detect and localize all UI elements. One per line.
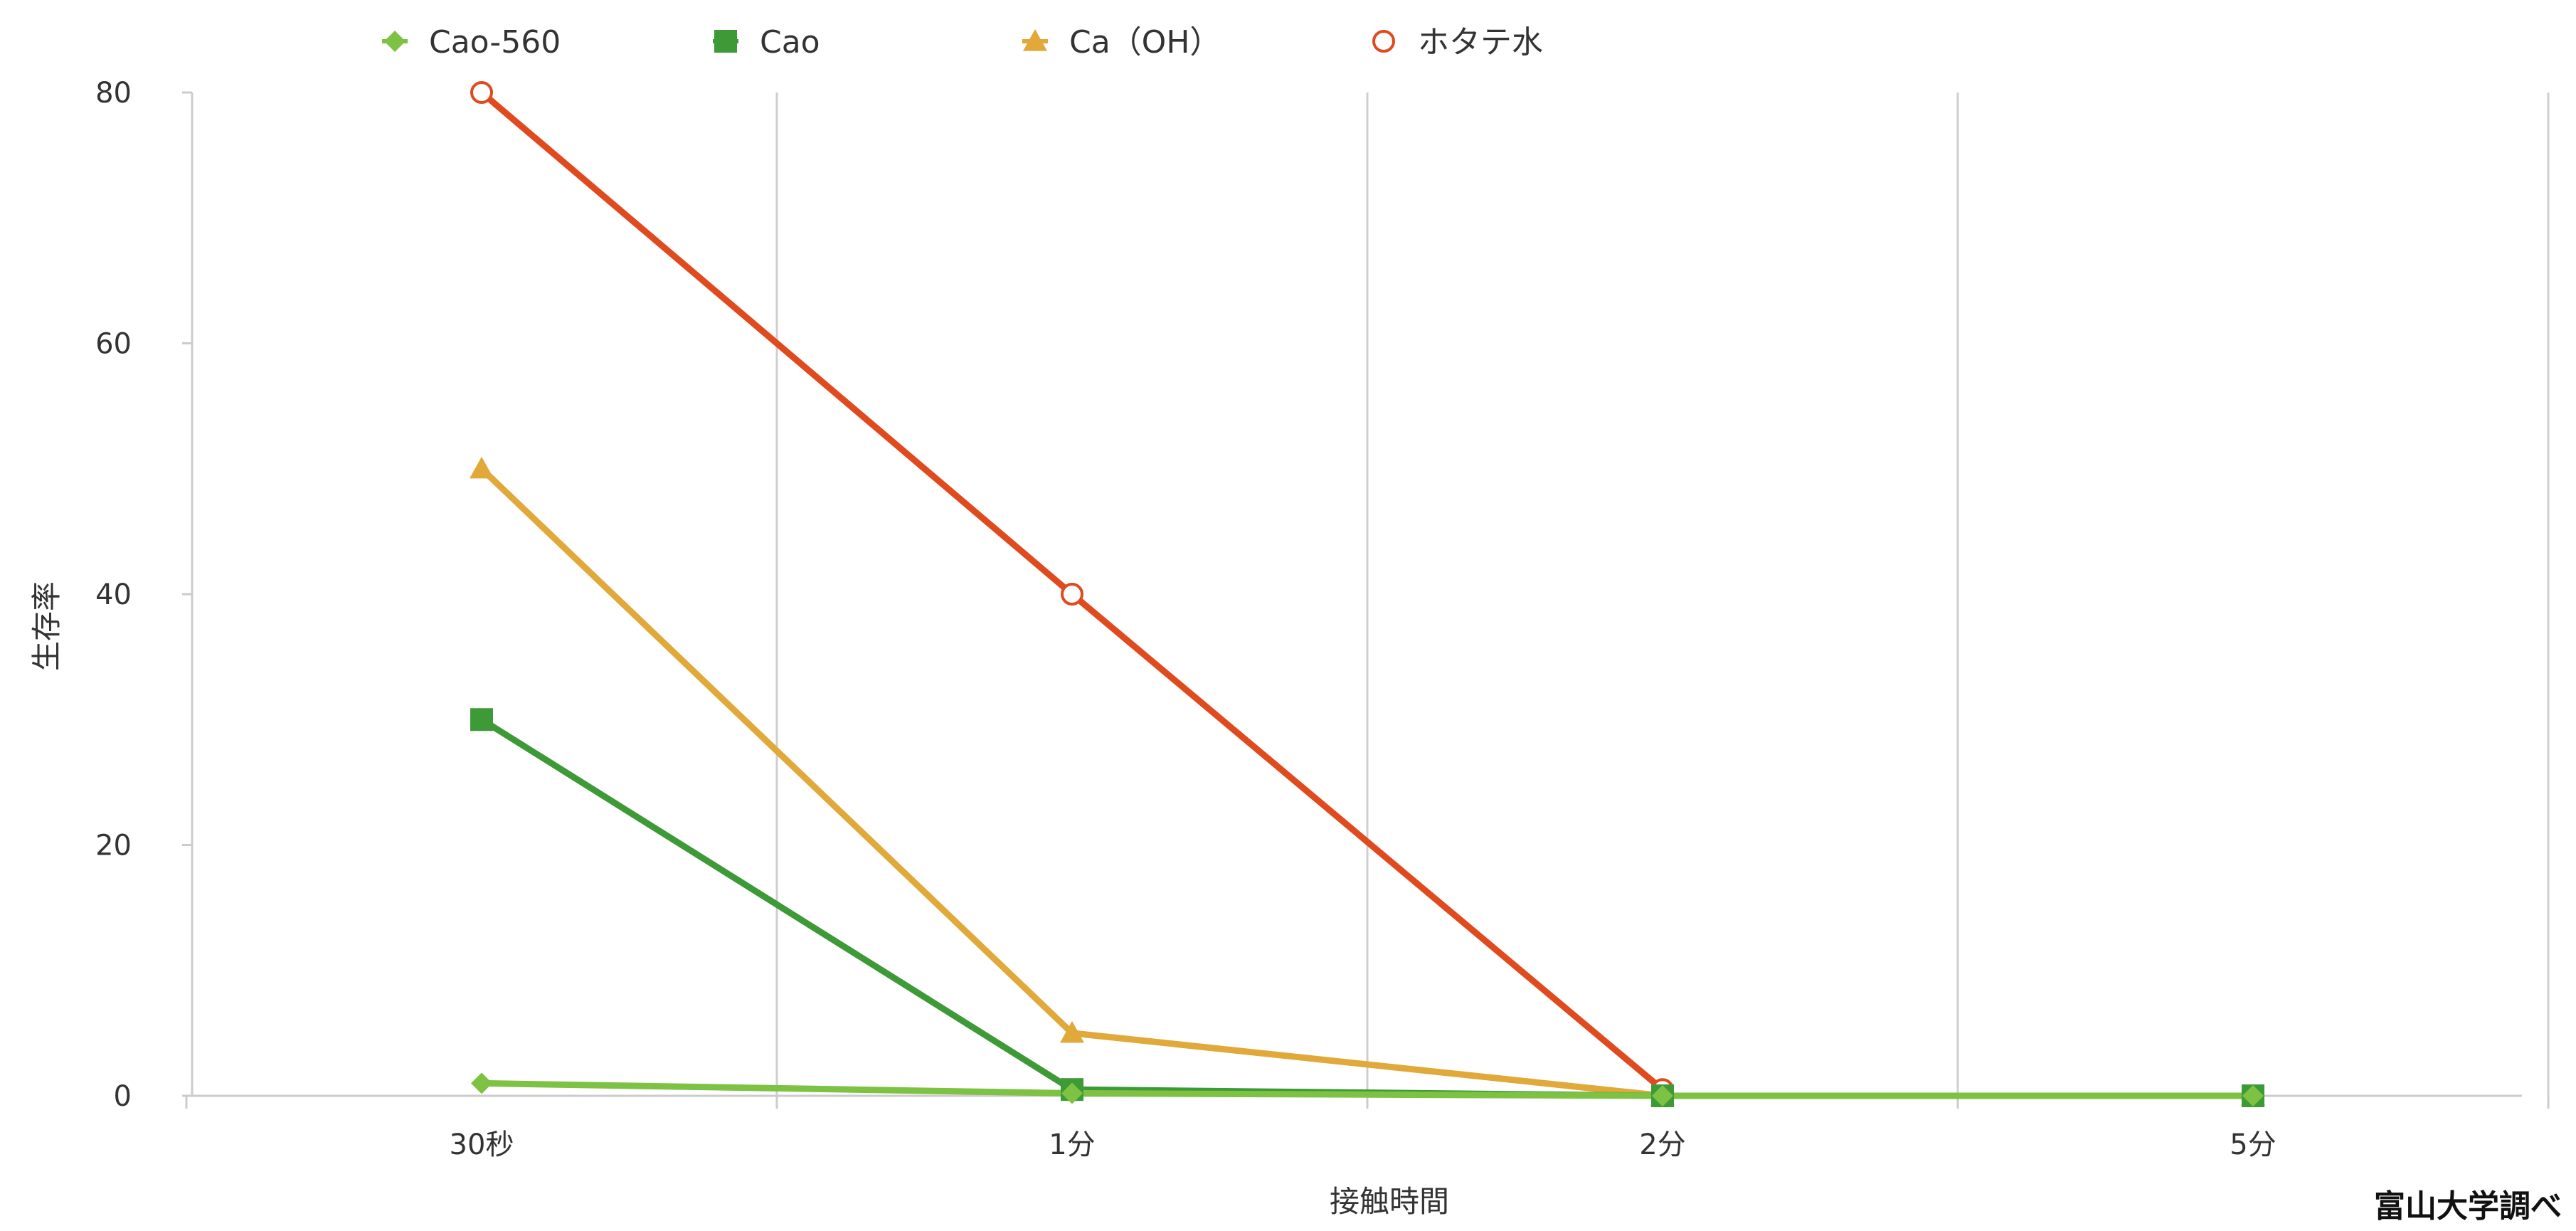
legend-marker — [1023, 29, 1047, 51]
legend: Cao-560 Cao Ca（OH） ホタテ水 — [382, 24, 1543, 60]
y-axis-title: 生存率 — [29, 581, 64, 671]
series-point — [2242, 1085, 2264, 1106]
y-tick-label: 60 — [95, 328, 132, 361]
x-tick-label: 2分 — [1639, 1129, 1685, 1161]
y-tick-label: 20 — [95, 830, 132, 862]
axes — [191, 93, 2522, 1097]
legend-marker — [1372, 30, 1395, 53]
series-line — [478, 1079, 2257, 1099]
series-markers — [470, 81, 2265, 1107]
plot-area: 0 20 40 60 80 30秒 1分 2分 5分 — [95, 77, 2550, 1161]
x-tick-labels: 30秒 1分 2分 5分 — [185, 1096, 2550, 1161]
legend-label: Cao-560 — [429, 24, 561, 60]
y-tick-label: 80 — [95, 77, 132, 110]
series-point — [1061, 583, 1083, 606]
x-axis-title: 接触時間 — [1330, 1184, 1449, 1219]
series-point — [470, 456, 494, 479]
series-point — [470, 81, 493, 104]
series-point — [1652, 1085, 1673, 1106]
series-point — [1060, 1020, 1084, 1043]
source-note: 富山大学調べ — [2374, 1188, 2562, 1225]
y-tick-label: 0 — [114, 1080, 132, 1113]
legend-label: ホタテ水 — [1418, 24, 1543, 60]
legend-marker — [384, 31, 406, 52]
x-tick-label: 5分 — [2230, 1129, 2276, 1161]
legend-marker — [714, 30, 737, 53]
y-tick-label: 40 — [95, 578, 132, 611]
x-tick-label: 30秒 — [450, 1129, 514, 1161]
y-tick-labels: 0 20 40 60 80 — [95, 77, 192, 1113]
series-point — [471, 1072, 492, 1094]
legend-label: Cao — [760, 24, 820, 60]
grid-lines — [775, 93, 2550, 1096]
x-tick-label: 1分 — [1049, 1129, 1095, 1161]
series-point — [470, 708, 493, 731]
series-point — [1061, 1082, 1083, 1104]
legend-label: Ca（OH） — [1069, 24, 1221, 60]
